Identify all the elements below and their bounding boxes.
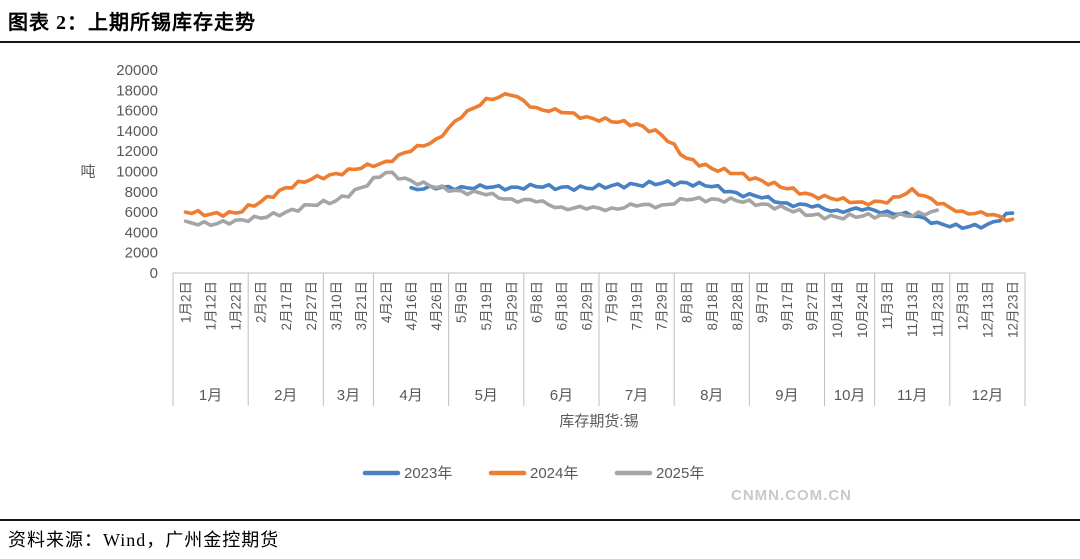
series-line-2023年 [409,179,1015,231]
svg-text:6月18日: 6月18日 [554,281,569,331]
svg-text:11月13日: 11月13日 [905,281,920,337]
svg-text:4月26日: 4月26日 [429,281,444,331]
svg-text:5月19日: 5月19日 [479,281,494,331]
legend-label-2024年: 2024年 [530,465,578,482]
svg-text:18000: 18000 [116,82,158,99]
svg-text:9月7日: 9月7日 [755,281,770,323]
svg-text:2000: 2000 [125,245,158,262]
svg-text:10月24日: 10月24日 [855,281,870,338]
svg-text:3月10日: 3月10日 [329,281,344,331]
svg-text:6月: 6月 [550,387,573,404]
svg-text:3月21日: 3月21日 [354,281,369,331]
svg-text:1月22日: 1月22日 [229,281,244,331]
svg-text:9月27日: 9月27日 [805,281,820,331]
svg-text:8月8日: 8月8日 [680,281,695,323]
svg-text:14000: 14000 [116,123,158,140]
svg-text:3月: 3月 [337,387,360,404]
series-line-2024年 [183,92,1015,223]
svg-text:2月2日: 2月2日 [254,281,269,323]
y-axis-labels: 0 2000 4000 6000 8000 10000 12000 14000 16000 180… [116,62,158,282]
svg-text:2月: 2月 [274,387,297,404]
svg-text:4000: 4000 [125,224,158,241]
series-line-2025年 [183,170,940,228]
svg-text:2月27日: 2月27日 [304,281,319,331]
x-axis-labels: 1月2日 1月12日 1月22日 2月2日 2月17日 2月27日 3月10日 3月21日 4月… [179,281,1021,338]
svg-text:10月: 10月 [834,387,866,404]
svg-text:5月29日: 5月29日 [504,281,519,331]
svg-text:4月2日: 4月2日 [379,281,394,323]
watermark: CNMN.COM.CN [731,487,852,504]
svg-text:5月9日: 5月9日 [454,281,469,323]
svg-text:7月29日: 7月29日 [655,281,670,331]
svg-text:8月18日: 8月18日 [705,281,720,331]
inventory-line-chart: 0 2000 4000 6000 8000 10000 12000 14000 16000 180… [80,62,1026,482]
svg-text:12月3日: 12月3日 [955,281,970,331]
chart-footer: 资料来源：Wind，广州金控期货 [0,519,1080,552]
svg-text:4月: 4月 [399,387,422,404]
source-text: 资料来源：Wind，广州金控期货 [8,530,280,550]
svg-text:12月13日: 12月13日 [980,281,995,338]
svg-text:1月12日: 1月12日 [204,281,219,331]
legend: 2023年 2024年 2025年 [362,465,704,482]
page-title: 图表 2：上期所锡库存走势 [8,12,256,34]
svg-text:12月: 12月 [972,387,1004,404]
svg-text:8月: 8月 [700,387,723,404]
svg-text:1月: 1月 [199,387,222,404]
legend-label-2023年: 2023年 [404,465,452,482]
y-axis-unit-label: 吨 [80,164,95,181]
svg-text:8月28日: 8月28日 [730,281,745,331]
chart-header: 图表 2：上期所锡库存走势 [0,0,1080,43]
svg-text:12月23日: 12月23日 [1005,281,1020,338]
svg-text:0: 0 [150,265,158,282]
svg-text:6月8日: 6月8日 [529,281,544,323]
svg-text:6000: 6000 [125,204,158,221]
month-band: 1月 2月 3月 4月 5月 6月 7月 8月 9月 10月 11月 12月 [172,273,1026,406]
svg-text:1月2日: 1月2日 [179,281,194,323]
svg-text:9月17日: 9月17日 [780,281,795,331]
svg-text:7月: 7月 [625,387,648,404]
svg-text:10月14日: 10月14日 [830,281,845,338]
svg-text:6月29日: 6月29日 [579,281,594,331]
svg-text:16000: 16000 [116,103,158,120]
chart-area: 0 2000 4000 6000 8000 10000 12000 14000 16000 180… [0,43,1080,519]
svg-text:20000: 20000 [116,62,158,79]
svg-text:4月16日: 4月16日 [404,281,419,331]
svg-text:8000: 8000 [125,184,158,201]
svg-text:9月: 9月 [775,387,798,404]
svg-text:12000: 12000 [116,143,158,160]
svg-text:7月9日: 7月9日 [605,281,620,323]
svg-text:2月17日: 2月17日 [279,281,294,331]
x-axis-title: 库存期货:锡 [559,413,638,430]
svg-text:11月3日: 11月3日 [880,281,895,330]
legend-label-2025年: 2025年 [656,465,704,482]
svg-text:7月19日: 7月19日 [630,281,645,331]
svg-text:10000: 10000 [116,164,158,181]
svg-text:5月: 5月 [475,387,498,404]
svg-text:11月23日: 11月23日 [930,281,945,337]
svg-text:11月: 11月 [897,387,928,404]
